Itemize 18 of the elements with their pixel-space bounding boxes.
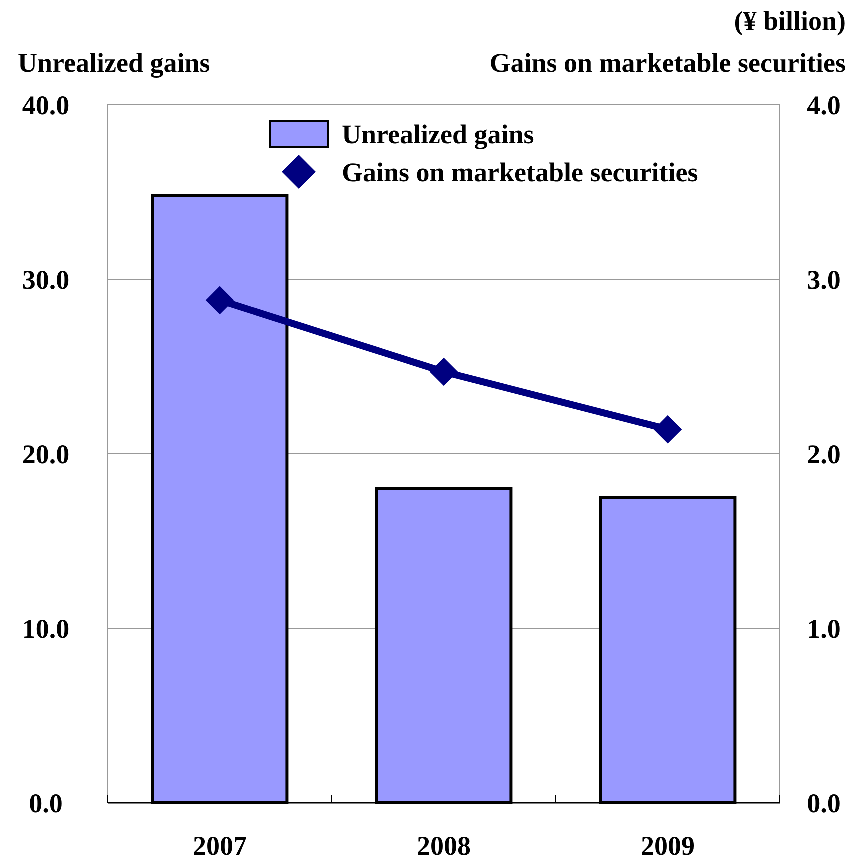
y-tick-label: 0.0: [29, 788, 63, 818]
x-tick-label: 2009: [641, 831, 695, 861]
y-tick-label: 30.0: [22, 264, 70, 295]
y2-tick-label: 2.0: [807, 439, 841, 470]
y-axis-title: Unrealized gains: [18, 48, 210, 78]
y2-axis-title: Gains on marketable securities: [490, 48, 846, 78]
y-tick-label: 20.0: [22, 439, 70, 470]
text: (¥ billion): [734, 6, 846, 36]
x-tick-label: 2007: [193, 831, 247, 861]
y2-tick-label: 3.0: [807, 264, 841, 295]
y-tick-label: 10.0: [22, 614, 70, 644]
y-tick-label: 40.0: [22, 90, 70, 120]
y2-tick-label: 1.0: [807, 614, 841, 644]
x-tick-label: 2008: [417, 831, 471, 861]
y2-tick-label: 0.0: [807, 788, 841, 818]
legend-label: Unrealized gains: [342, 119, 534, 150]
legend-label: Gains on marketable securities: [342, 157, 698, 188]
y2-tick-label: 4.0: [807, 90, 841, 120]
